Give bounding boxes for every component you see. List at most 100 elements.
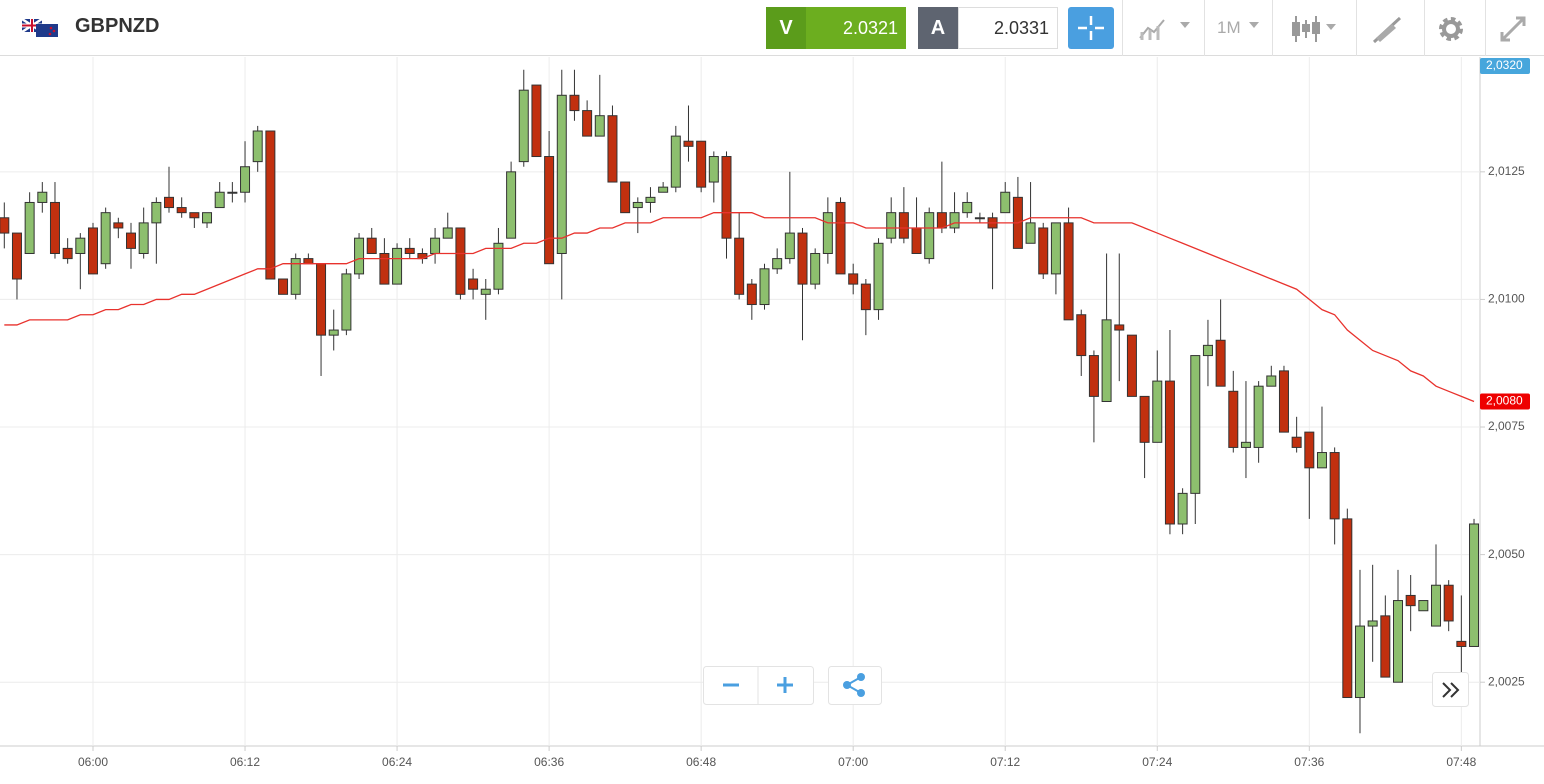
candle-body [227, 191, 238, 194]
x-tick-label: 07:48 [1446, 755, 1476, 769]
candle-body [265, 130, 276, 280]
candle-body [151, 201, 162, 224]
candle-body [936, 212, 947, 229]
candle-style-button[interactable] [1290, 14, 1346, 44]
separator [1485, 0, 1486, 56]
candle-body [214, 191, 225, 209]
candle-body [1177, 492, 1188, 525]
buy-price[interactable]: 2.0331 [958, 7, 1058, 49]
ma-tag: 2,0080 [1486, 394, 1523, 408]
candle-body [1114, 324, 1125, 331]
separator [1204, 0, 1205, 56]
candle-body [848, 273, 859, 285]
y-tick-label: 2,0075 [1488, 419, 1525, 433]
candle-body [569, 94, 580, 112]
candle-body [1291, 436, 1302, 448]
candle-body [392, 247, 403, 285]
candle-body [1304, 431, 1315, 469]
y-tick-label: 2,0100 [1488, 292, 1525, 306]
candle-body [379, 252, 390, 285]
scroll-to-end-button[interactable] [1432, 672, 1470, 708]
candle-body [404, 247, 415, 254]
candle-body [1380, 615, 1391, 678]
share-button[interactable] [843, 673, 865, 697]
candle-body [1202, 344, 1213, 357]
candle-body [341, 273, 352, 331]
candle-body [860, 283, 871, 311]
candle-body [962, 201, 973, 214]
fullscreen-button[interactable] [1498, 14, 1528, 44]
ma-tag-bg [1480, 393, 1530, 410]
candle-body [544, 156, 555, 265]
candle-body [1418, 600, 1429, 612]
candle-body [1316, 452, 1327, 469]
candle-body [100, 212, 111, 265]
candle-body [1063, 222, 1074, 321]
candle-body [1240, 441, 1251, 448]
candle-body [594, 115, 605, 137]
candle-body [1253, 385, 1264, 448]
x-tick-label: 06:24 [382, 755, 412, 769]
candle-body [1164, 380, 1175, 525]
candle-body [645, 196, 656, 203]
zoom-controls [703, 666, 882, 705]
candle-body [835, 201, 846, 275]
sell-price[interactable]: 2.0321 [806, 7, 906, 49]
candle-body [911, 227, 922, 254]
candle-body [658, 186, 669, 193]
separator [1272, 0, 1273, 56]
candle-body [24, 201, 35, 254]
candle-body [366, 237, 377, 254]
header: GBPNZD V 2.0321 A 2.0331 1M [0, 0, 1544, 56]
x-tick-label: 07:24 [1142, 755, 1172, 769]
candle-body [0, 217, 10, 234]
candle-body [1329, 452, 1340, 520]
candle-body [37, 191, 48, 203]
candle-body [75, 237, 86, 254]
timeframe-button[interactable]: 1M [1217, 18, 1241, 37]
candle-body [1367, 620, 1378, 627]
settings-button[interactable] [1436, 14, 1466, 44]
candle-body [303, 258, 314, 265]
y-tick-label: 2,0125 [1488, 164, 1525, 178]
candle-body [1152, 380, 1163, 443]
x-tick-label: 06:00 [78, 755, 108, 769]
candle-body [873, 242, 884, 311]
separator [1424, 0, 1425, 56]
zoom-in-button[interactable] [777, 677, 793, 693]
crosshair-button[interactable] [1068, 7, 1114, 49]
caret-icon [1249, 22, 1259, 28]
candle-body [670, 135, 681, 188]
candle-body [1266, 375, 1277, 387]
candle-body [810, 252, 821, 285]
candle-body [442, 227, 453, 239]
candle-body [493, 242, 504, 290]
candle-body [582, 110, 593, 137]
candle-body [974, 217, 985, 220]
drawing-tools-button[interactable] [1372, 14, 1404, 44]
candle-body [1228, 390, 1239, 448]
candle-body [759, 268, 770, 306]
candle-body [518, 89, 529, 163]
candle-body [189, 212, 200, 219]
candle-body [1342, 518, 1353, 699]
candle-body [87, 227, 98, 275]
candle-body [316, 263, 327, 336]
candle-body [1190, 355, 1201, 494]
x-tick-label: 06:36 [534, 755, 564, 769]
candle-body [113, 222, 124, 229]
candle-body [1139, 395, 1150, 443]
buy-button[interactable]: A [918, 7, 958, 49]
candle-body [1405, 594, 1416, 607]
candle-body [556, 94, 567, 254]
moving-average-line [4, 212, 1475, 403]
candle-body [1215, 339, 1226, 387]
candle-body [202, 212, 213, 224]
chart-type-button[interactable] [1138, 16, 1194, 42]
separator [1122, 0, 1123, 56]
candle-body [1469, 523, 1480, 647]
candle-body [328, 329, 339, 336]
candle-body [1038, 227, 1049, 275]
sell-button[interactable]: V [766, 7, 806, 49]
